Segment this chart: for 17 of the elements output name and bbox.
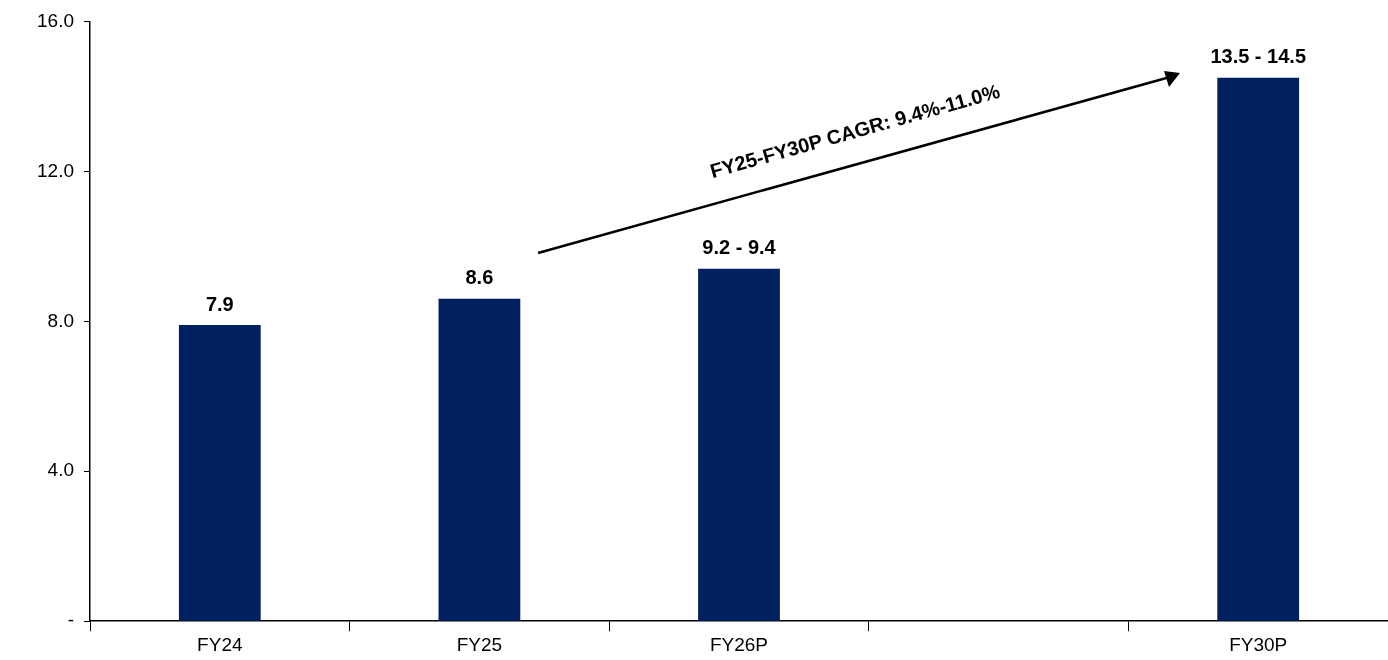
bar [1217,77,1300,621]
x-tick-label: FY30P [1229,633,1288,655]
y-tick-label: - [67,609,74,631]
bar [438,298,521,621]
x-tick-label: FY24 [197,633,243,655]
y-tick-label: 12.0 [37,159,74,181]
annotation: 9.2 - 9.4 [702,236,777,259]
bar [178,325,261,621]
y-tick-label: 16.0 [37,9,74,31]
annotation: 13.5 - 14.5 [1210,45,1307,68]
x-tick-label: FY25 [456,633,503,655]
data-label: 7.9 [205,292,234,315]
y-tick-label: 4.0 [47,459,74,481]
data-label: 8.6 [465,266,494,289]
y-tick-label: 8.0 [47,309,74,331]
bar [698,268,780,621]
x-tick-label: FY26P [709,633,769,655]
